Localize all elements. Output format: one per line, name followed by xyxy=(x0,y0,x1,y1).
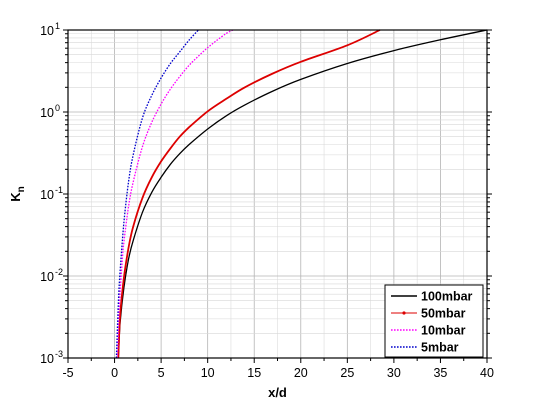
y-tick-label: 10 xyxy=(40,106,54,120)
x-tick-label: 15 xyxy=(247,366,261,380)
x-tick-label: 5 xyxy=(158,366,165,380)
legend: 100mbar 50mbar 10mbar 5mbar xyxy=(384,284,484,358)
x-tick-label: -5 xyxy=(62,366,73,380)
legend-label-50mbar: 50mbar xyxy=(421,307,466,321)
legend-box xyxy=(384,284,484,358)
y-tick-label: 10 xyxy=(40,188,54,202)
legend-label-10mbar: 10mbar xyxy=(421,324,466,338)
x-tick-label: 35 xyxy=(433,366,447,380)
legend-marker-50mbar xyxy=(402,311,406,315)
legend-items: 100mbar 50mbar 10mbar 5mbar xyxy=(391,290,473,355)
y-axis-title: Kn xyxy=(8,186,27,202)
series-line-50mbar xyxy=(117,29,381,359)
x-tick-label: 0 xyxy=(111,366,118,380)
x-tick-labels: -5 0 5 10 15 20 25 30 35 40 xyxy=(62,366,494,380)
x-axis-title: x/d xyxy=(268,385,287,400)
series-line-100mbar xyxy=(117,29,488,359)
ticks xyxy=(63,29,492,363)
y-tick-label-exponent: -2 xyxy=(55,267,63,277)
y-tick-label-exponent: -1 xyxy=(55,185,63,195)
x-tick-label: 40 xyxy=(480,366,494,380)
x-tick-label: 30 xyxy=(387,366,401,380)
y-tick-label: 10 xyxy=(40,352,54,366)
y-tick-label: 10 xyxy=(40,24,54,38)
y-tick-label-exponent: -3 xyxy=(55,349,63,359)
y-tick-label: 10 xyxy=(40,270,54,284)
x-tick-label: 10 xyxy=(201,366,215,380)
plot-lines xyxy=(115,29,488,359)
legend-label-100mbar: 100mbar xyxy=(421,290,473,304)
y-axis-title-sub: n xyxy=(16,186,27,192)
series-line-10mbar xyxy=(116,29,234,359)
x-tick-label: 25 xyxy=(340,366,354,380)
y-axis-title-main: K xyxy=(8,192,23,202)
series-line-5mbar xyxy=(115,29,199,359)
y-tick-label-exponent: 0 xyxy=(55,103,60,113)
legend-label-5mbar: 5mbar xyxy=(421,341,459,355)
x-tick-label: 20 xyxy=(294,366,308,380)
y-tick-label-exponent: 1 xyxy=(55,21,60,31)
